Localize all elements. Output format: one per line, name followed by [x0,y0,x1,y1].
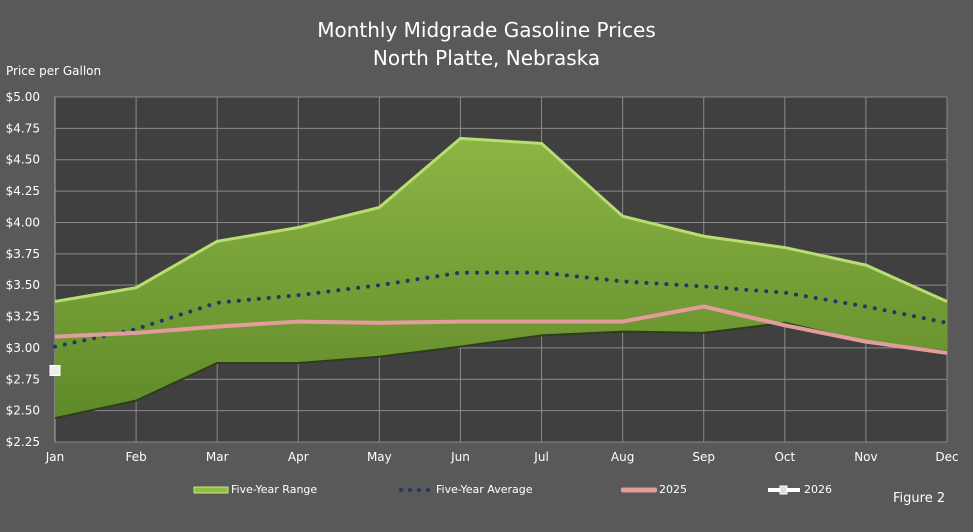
x-tick-label: Jul [533,450,548,464]
y-tick-label: $3.50 [6,278,40,292]
y-tick-label: $4.75 [6,121,40,135]
legend-item-2025: 2025 [621,483,687,496]
chart-title: Monthly Midgrade Gasoline Prices [317,18,656,42]
x-tick-label: Apr [288,450,309,464]
legend-label: 2025 [659,483,687,496]
y-tick-label: $2.50 [6,404,40,418]
point-2026 [49,364,61,376]
y-tick-label: $3.75 [6,247,40,261]
figure-label: Figure 2 [893,491,946,506]
x-tick-label: Nov [854,450,877,464]
y-axis-label: Price per Gallon [6,64,102,78]
legend-label: Five-Year Range [231,483,318,496]
y-tick-label: $4.25 [6,184,40,198]
y-tick-label: $4.00 [6,215,40,229]
x-tick-label: Jan [45,450,65,464]
y-tick-label: $5.00 [6,90,40,104]
x-tick-label: Dec [935,450,958,464]
range-low-edge [54,321,948,420]
line-2025 [54,304,948,355]
legend-label: 2026 [804,483,832,496]
x-tick-label: Jun [450,450,470,464]
x-tick-label: Mar [206,450,229,464]
x-tick-label: Sep [692,450,715,464]
y-tick-label: $3.00 [6,341,40,355]
x-tick-label: Feb [125,450,146,464]
legend-item-range: Five-Year Range [193,483,317,496]
legend-item-2026: 2026 [766,483,832,496]
chart-subtitle: North Platte, Nebraska [372,46,601,70]
x-tick-label: May [367,450,392,464]
y-tick-label: $4.50 [6,153,40,167]
y-tick-label: $3.25 [6,310,40,324]
legend-label: Five-Year Average [436,483,533,496]
x-tick-label: Aug [611,450,634,464]
y-tick-label: $2.25 [6,435,40,449]
y-tick-label: $2.75 [6,372,40,386]
range-area [55,138,947,419]
range-high-edge [54,136,948,303]
x-tick-label: Oct [774,450,795,464]
legend-item-average: Five-Year Average [398,483,532,496]
